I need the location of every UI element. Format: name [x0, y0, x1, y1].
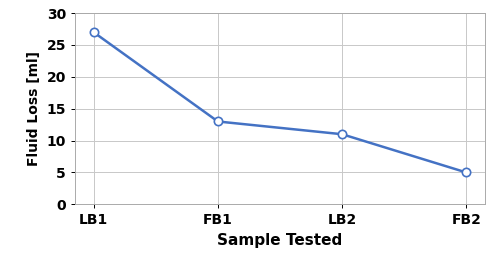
Y-axis label: Fluid Loss [ml]: Fluid Loss [ml] — [27, 51, 41, 166]
X-axis label: Sample Tested: Sample Tested — [218, 233, 342, 248]
